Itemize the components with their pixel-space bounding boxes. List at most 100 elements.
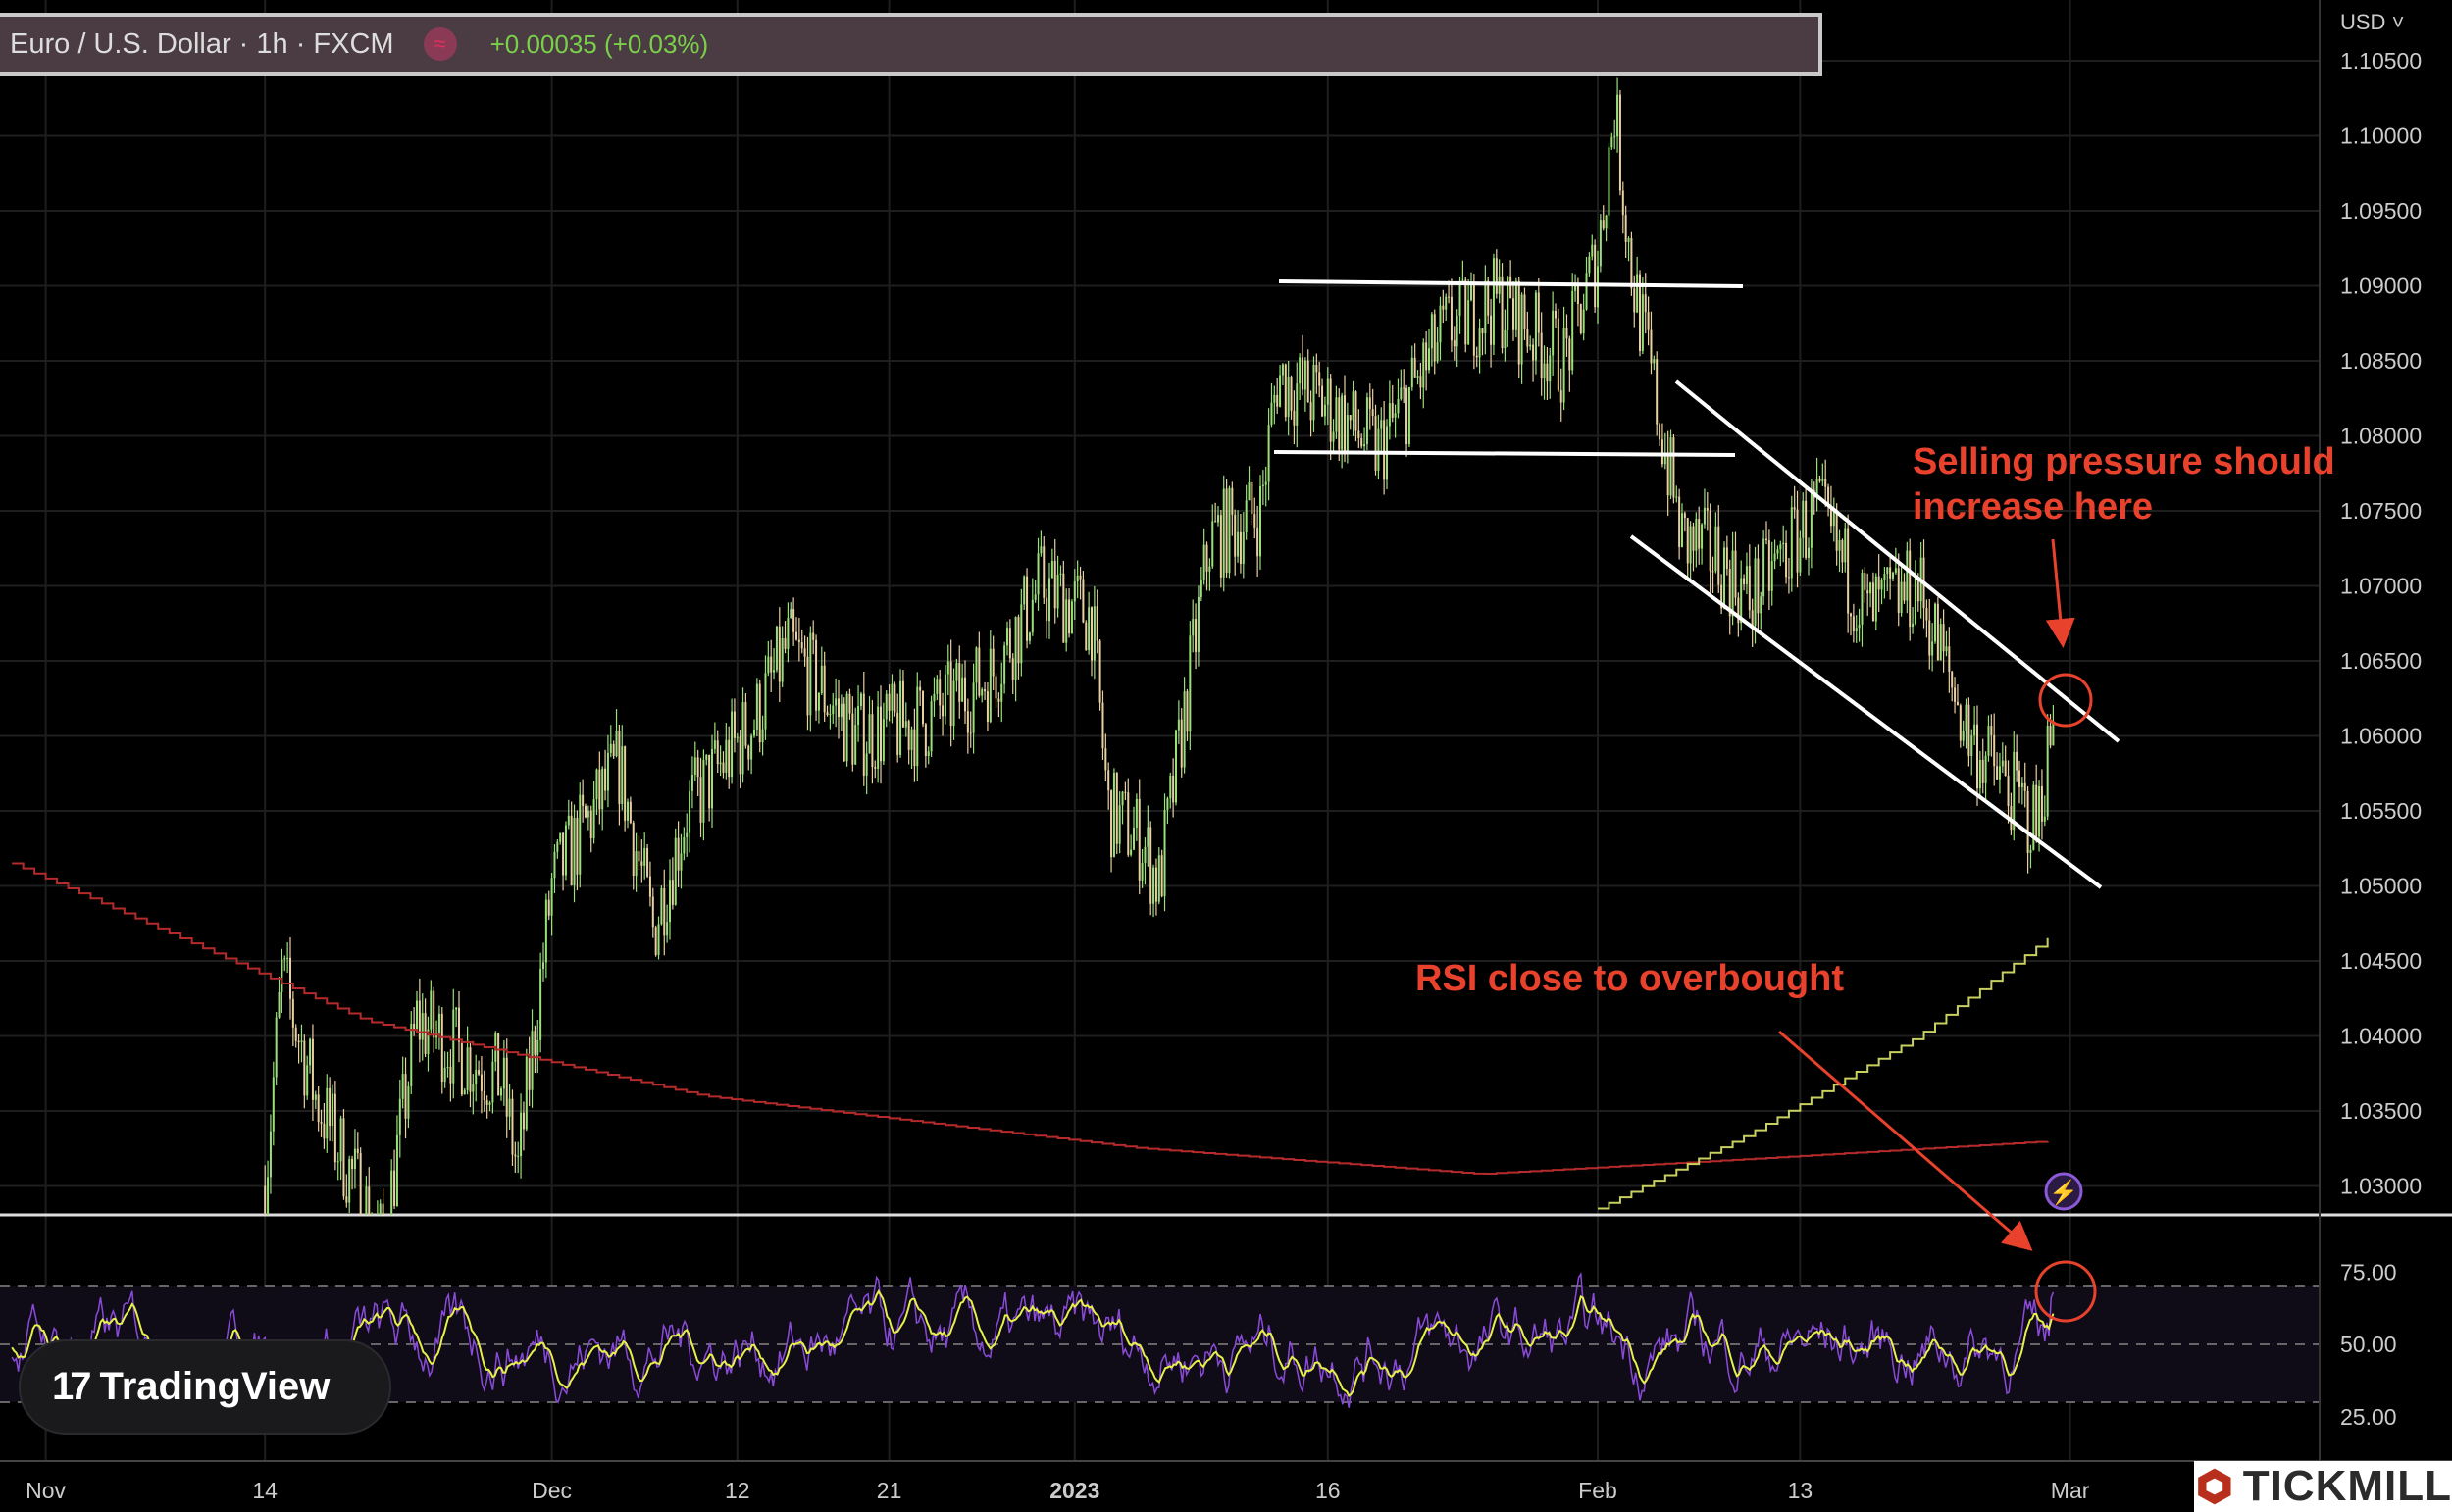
candle-body (353, 1148, 356, 1170)
tradingview-logo-icon: 17 (52, 1365, 91, 1408)
candle-body (1714, 526, 1717, 572)
candle-body (1098, 640, 1101, 703)
candle-body (1666, 452, 1669, 496)
candle-body (1284, 364, 1287, 418)
candle-body (297, 1040, 300, 1043)
candle-body (671, 880, 674, 905)
currency-selector[interactable]: USD ˅ (2340, 10, 2405, 34)
candle-body (1017, 617, 1020, 664)
candle-body (1793, 507, 1796, 510)
candle-body (627, 801, 629, 821)
candle-body (1903, 581, 1906, 601)
tradingview-badge[interactable]: 17 TradingView (19, 1339, 391, 1435)
candle-body (1582, 309, 1585, 333)
candle-body (606, 752, 609, 791)
candle-body (612, 743, 615, 757)
candle-body (1006, 628, 1008, 646)
candle-body (525, 1056, 528, 1130)
candle-body (927, 751, 930, 756)
candle-body (910, 729, 913, 750)
candle-body (1400, 387, 1403, 400)
candle-body (469, 1047, 472, 1092)
candle-body (1023, 576, 1026, 605)
candle-body (1093, 606, 1096, 661)
candle-body (736, 736, 739, 738)
candle-body (311, 1038, 314, 1100)
candle-body (713, 740, 716, 749)
candle-body (1996, 766, 1999, 780)
candle-body (1669, 437, 1672, 496)
candle-body (733, 711, 736, 738)
price-highlight-circle (2038, 673, 2093, 728)
candle-body (345, 1196, 348, 1203)
candle-body (433, 990, 435, 1038)
candle-body (283, 958, 286, 960)
candle-body (969, 732, 972, 734)
candle-body (303, 1040, 306, 1096)
candle-body (1368, 397, 1371, 410)
candle-body (677, 837, 680, 871)
candle-body (795, 631, 797, 640)
candle-body (1659, 424, 1661, 440)
candle-body (1701, 524, 1704, 549)
candle-body (582, 794, 585, 806)
x-tick-label: 16 (1315, 1478, 1341, 1503)
selling-annotation: Selling pressure should increase here (1913, 439, 2335, 529)
candle-body (1978, 759, 1981, 789)
symbol-header[interactable]: Euro / U.S. Dollar · 1h · FXCM ≈ +0.0003… (0, 13, 1822, 76)
candle-body (404, 1074, 407, 1119)
candle-body (1166, 798, 1169, 811)
candle-body (770, 656, 773, 673)
price-tick-label: 1.10000 (2340, 124, 2422, 149)
candle-body (728, 739, 731, 778)
candle-body (1883, 574, 1886, 580)
candle-body (1821, 479, 1824, 481)
candle-body (1279, 375, 1282, 407)
candle-body (531, 1031, 534, 1090)
candle-body (946, 661, 949, 675)
candle-body (1413, 357, 1416, 378)
candle-body (1954, 687, 1957, 702)
candle-body (1695, 519, 1698, 551)
candle-body (1242, 531, 1245, 564)
candle-body (1177, 719, 1180, 731)
candle-body (981, 689, 984, 696)
candle-body (480, 1074, 483, 1091)
price-tick-label: 1.05500 (2340, 798, 2422, 824)
candle-body (1026, 576, 1029, 641)
candle-body (1630, 237, 1633, 289)
candle-body (1594, 244, 1597, 308)
candle-body (1050, 560, 1053, 579)
candle-body (1133, 828, 1135, 850)
candle-body (497, 1032, 500, 1096)
candle-body (2029, 849, 2032, 853)
candle-body (1377, 428, 1380, 471)
candle-body (449, 1066, 452, 1084)
candle-body (562, 832, 565, 876)
selling-line2: increase here (1913, 486, 2154, 528)
candle-body (1703, 507, 1706, 525)
candle-body (1160, 855, 1163, 897)
price-tick-label: 1.07000 (2340, 574, 2422, 599)
candle-body (686, 832, 689, 837)
candle-body (1743, 578, 1746, 584)
candle-body (826, 712, 829, 716)
candle-body (2032, 784, 2035, 850)
candle-body (1259, 485, 1261, 557)
candle-body (1912, 623, 1915, 628)
candle-body (421, 1013, 424, 1040)
candle-body (1205, 544, 1208, 572)
candle-body (859, 693, 862, 707)
candle-body (1672, 437, 1675, 498)
candle-body (1847, 528, 1850, 614)
rsi-arrow (1778, 1030, 2033, 1251)
candle-body (942, 705, 945, 717)
candle-body (868, 714, 871, 754)
candle-body (1383, 420, 1386, 480)
wave-icon[interactable]: ≈ (423, 27, 457, 61)
candle-body (2046, 725, 2049, 817)
candle-body (1537, 292, 1540, 333)
candle-body (1329, 378, 1332, 442)
candle-body (705, 755, 708, 761)
